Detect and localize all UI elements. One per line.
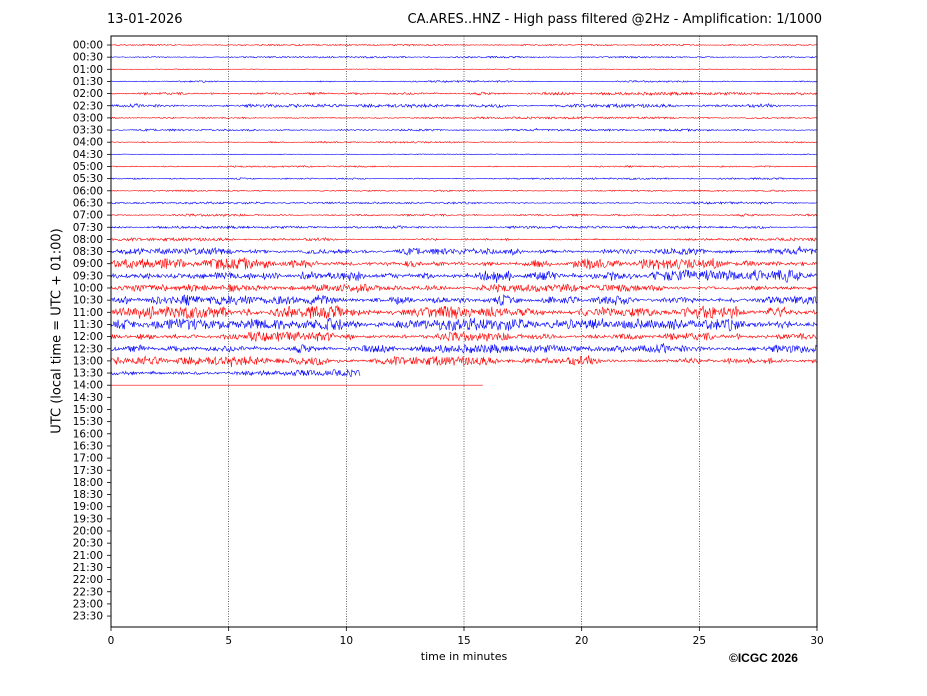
trace-row <box>110 224 817 230</box>
trace-row <box>110 153 817 156</box>
trace-row <box>110 355 817 368</box>
x-tick-label: 5 <box>225 635 232 647</box>
trace-row <box>110 369 361 378</box>
trace-row <box>110 213 817 217</box>
x-tick-label: 15 <box>457 635 470 647</box>
y-tick-label: 05:30 <box>73 173 103 185</box>
y-tick-label: 03:30 <box>73 125 103 137</box>
trace-row <box>110 43 817 47</box>
chart-title: CA.ARES..HNZ - High pass filtered @2Hz -… <box>407 12 822 27</box>
y-tick-label: 16:00 <box>73 428 103 440</box>
x-tick-label: 20 <box>575 635 588 647</box>
y-tick-label: 11:30 <box>73 319 103 331</box>
trace-row <box>110 331 817 342</box>
y-tick-label: 16:30 <box>73 440 103 452</box>
y-tick-label: 10:00 <box>73 283 103 295</box>
x-tick-label: 0 <box>108 635 115 647</box>
y-tick-label: 22:30 <box>73 586 103 598</box>
x-tick-label: 10 <box>340 635 353 647</box>
y-tick-label: 21:30 <box>73 562 103 574</box>
trace-row <box>110 343 817 354</box>
y-tick-label: 05:00 <box>73 161 103 173</box>
trace-row <box>110 294 817 307</box>
y-tick-label: 12:30 <box>73 343 103 355</box>
y-tick-label: 18:30 <box>73 489 103 501</box>
trace-row <box>110 189 817 193</box>
trace-row <box>110 304 817 320</box>
trace-row <box>110 68 817 71</box>
y-tick-label: 22:00 <box>73 574 103 586</box>
trace-row <box>110 140 817 144</box>
y-tick-label: 02:00 <box>73 88 103 100</box>
y-tick-label: 01:30 <box>73 76 103 88</box>
x-axis-label: time in minutes <box>420 650 508 663</box>
trace-row <box>110 102 817 109</box>
y-tick-label: 23:30 <box>73 611 103 623</box>
y-tick-label: 19:30 <box>73 513 103 525</box>
trace-row <box>110 165 817 168</box>
y-tick-label: 07:30 <box>73 222 103 234</box>
trace-row <box>110 245 817 256</box>
y-tick-label: 15:30 <box>73 416 103 428</box>
trace-row <box>110 177 817 181</box>
trace-row <box>110 257 817 270</box>
y-tick-label: 13:00 <box>73 355 103 367</box>
trace-row <box>110 91 817 97</box>
trace-row <box>110 55 817 59</box>
y-tick-label: 15:00 <box>73 404 103 416</box>
y-tick-label: 02:30 <box>73 100 103 112</box>
trace-row <box>110 283 817 294</box>
y-tick-label: 14:00 <box>73 380 103 392</box>
copyright-label: ©ICGC 2026 <box>729 651 798 665</box>
y-tick-label: 20:30 <box>73 538 103 550</box>
y-tick-label: 09:00 <box>73 258 103 270</box>
y-tick-label: 13:30 <box>73 368 103 380</box>
y-axis-label: UTC (local time = UTC + 01:00) <box>49 228 65 434</box>
y-tick-label: 06:30 <box>73 197 103 209</box>
y-tick-label: 20:00 <box>73 526 103 538</box>
y-tick-label: 17:00 <box>73 453 103 465</box>
trace-row <box>110 269 817 283</box>
y-tick-label: 10:30 <box>73 295 103 307</box>
y-tick-label: 00:00 <box>73 40 103 52</box>
y-tick-label: 01:00 <box>73 64 103 76</box>
trace-row <box>110 317 817 332</box>
y-tick-label: 17:30 <box>73 465 103 477</box>
trace-row <box>110 116 817 120</box>
y-tick-label: 12:00 <box>73 331 103 343</box>
x-tick-label: 30 <box>810 635 823 647</box>
trace-row <box>110 79 817 84</box>
trace-row <box>110 236 817 242</box>
x-tick-label: 25 <box>693 635 706 647</box>
y-tick-label: 03:00 <box>73 112 103 124</box>
y-tick-label: 14:30 <box>73 392 103 404</box>
y-tick-label: 04:30 <box>73 149 103 161</box>
y-tick-label: 00:30 <box>73 52 103 64</box>
y-tick-label: 18:00 <box>73 477 103 489</box>
y-tick-label: 08:00 <box>73 234 103 246</box>
y-tick-label: 19:00 <box>73 501 103 513</box>
y-tick-label: 09:30 <box>73 270 103 282</box>
trace-row <box>110 201 817 205</box>
y-tick-label: 23:00 <box>73 598 103 610</box>
y-tick-label: 08:30 <box>73 246 103 258</box>
trace-row <box>110 127 817 133</box>
y-tick-label: 21:00 <box>73 550 103 562</box>
y-tick-label: 04:00 <box>73 137 103 149</box>
y-tick-label: 06:00 <box>73 185 103 197</box>
y-tick-label: 11:00 <box>73 307 103 319</box>
date-label: 13-01-2026 <box>107 12 183 27</box>
y-tick-label: 07:00 <box>73 210 103 222</box>
